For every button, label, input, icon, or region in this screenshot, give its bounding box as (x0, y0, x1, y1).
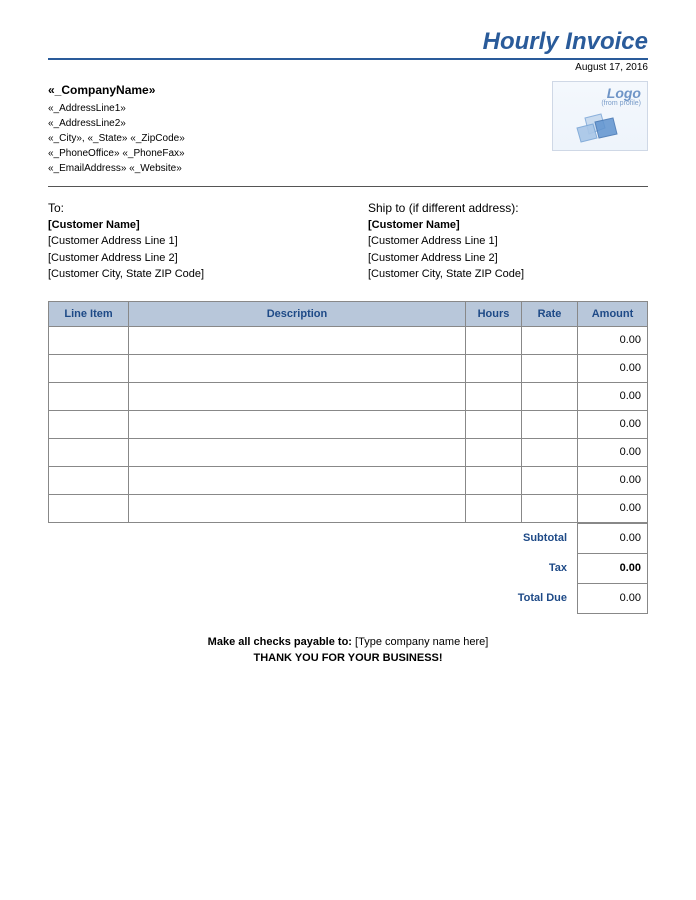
cell-line (49, 466, 129, 494)
table-row: 0.00 (49, 466, 648, 494)
footer-block: Make all checks payable to: [Type compan… (48, 636, 648, 664)
col-header-rate: Rate (522, 301, 578, 326)
cell-rate (522, 326, 578, 354)
total-due-value: 0.00 (578, 583, 648, 613)
ship-to-label: Ship to (if different address): (368, 201, 648, 215)
cell-hours (466, 410, 522, 438)
bill-to-label: To: (48, 201, 328, 215)
cell-rate (522, 494, 578, 522)
invoice-date: August 17, 2016 (48, 62, 648, 73)
bill-to-addr1: [Customer Address Line 1] (48, 233, 328, 250)
cell-line (49, 354, 129, 382)
bill-to-block: To: [Customer Name] [Customer Address Li… (48, 201, 328, 283)
cell-desc (129, 382, 466, 410)
title-rule (48, 58, 648, 60)
cell-rate (522, 466, 578, 494)
company-email-line: «_EmailAddress» «_Website» (48, 161, 648, 176)
cell-line (49, 494, 129, 522)
cell-rate (522, 410, 578, 438)
bill-to-addr2: [Customer Address Line 2] (48, 250, 328, 267)
invoice-table: Line Item Description Hours Rate Amount … (48, 301, 648, 523)
payable-label: Make all checks payable to: (208, 636, 352, 648)
cell-desc (129, 494, 466, 522)
logo-label: Logo (559, 86, 641, 100)
cell-hours (466, 438, 522, 466)
cell-line (49, 410, 129, 438)
cell-amount: 0.00 (578, 438, 648, 466)
cell-amount: 0.00 (578, 466, 648, 494)
header-divider (48, 186, 648, 187)
ship-to-city: [Customer City, State ZIP Code] (368, 266, 648, 283)
cell-desc (129, 438, 466, 466)
cell-desc (129, 354, 466, 382)
logo-placeholder: Logo (from profile) (552, 81, 648, 151)
col-header-desc: Description (129, 301, 466, 326)
col-header-amount: Amount (578, 301, 648, 326)
table-row: 0.00 (49, 382, 648, 410)
payable-value: [Type company name here] (355, 636, 488, 648)
cell-line (49, 382, 129, 410)
col-header-line: Line Item (49, 301, 129, 326)
bill-to-city: [Customer City, State ZIP Code] (48, 266, 328, 283)
cell-line (49, 326, 129, 354)
document-title: Hourly Invoice (483, 28, 648, 55)
cell-hours (466, 494, 522, 522)
cell-desc (129, 326, 466, 354)
cell-desc (129, 466, 466, 494)
table-row: 0.00 (49, 438, 648, 466)
ship-to-name: [Customer Name] (368, 219, 648, 231)
table-row: 0.00 (49, 326, 648, 354)
total-due-label: Total Due (48, 583, 578, 613)
bill-to-name: [Customer Name] (48, 219, 328, 231)
thanks-line: THANK YOU FOR YOUR BUSINESS! (253, 652, 442, 664)
ship-to-addr1: [Customer Address Line 1] (368, 233, 648, 250)
cell-hours (466, 382, 522, 410)
cell-rate (522, 382, 578, 410)
table-row: 0.00 (49, 494, 648, 522)
cell-line (49, 438, 129, 466)
cell-amount: 0.00 (578, 410, 648, 438)
tax-label: Tax (48, 553, 578, 583)
cell-rate (522, 354, 578, 382)
cell-rate (522, 438, 578, 466)
tax-value: 0.00 (578, 553, 648, 583)
table-row: 0.00 (49, 410, 648, 438)
logo-icon (571, 108, 631, 148)
totals-block: Subtotal 0.00 Tax 0.00 Total Due 0.00 (48, 523, 648, 614)
cell-hours (466, 326, 522, 354)
cell-amount: 0.00 (578, 354, 648, 382)
subtotal-value: 0.00 (578, 523, 648, 553)
cell-amount: 0.00 (578, 494, 648, 522)
cell-hours (466, 466, 522, 494)
col-header-hours: Hours (466, 301, 522, 326)
subtotal-label: Subtotal (48, 523, 578, 553)
cell-desc (129, 410, 466, 438)
ship-to-block: Ship to (if different address): [Custome… (368, 201, 648, 283)
table-row: 0.00 (49, 354, 648, 382)
cell-hours (466, 354, 522, 382)
cell-amount: 0.00 (578, 382, 648, 410)
ship-to-addr2: [Customer Address Line 2] (368, 250, 648, 267)
cell-amount: 0.00 (578, 326, 648, 354)
